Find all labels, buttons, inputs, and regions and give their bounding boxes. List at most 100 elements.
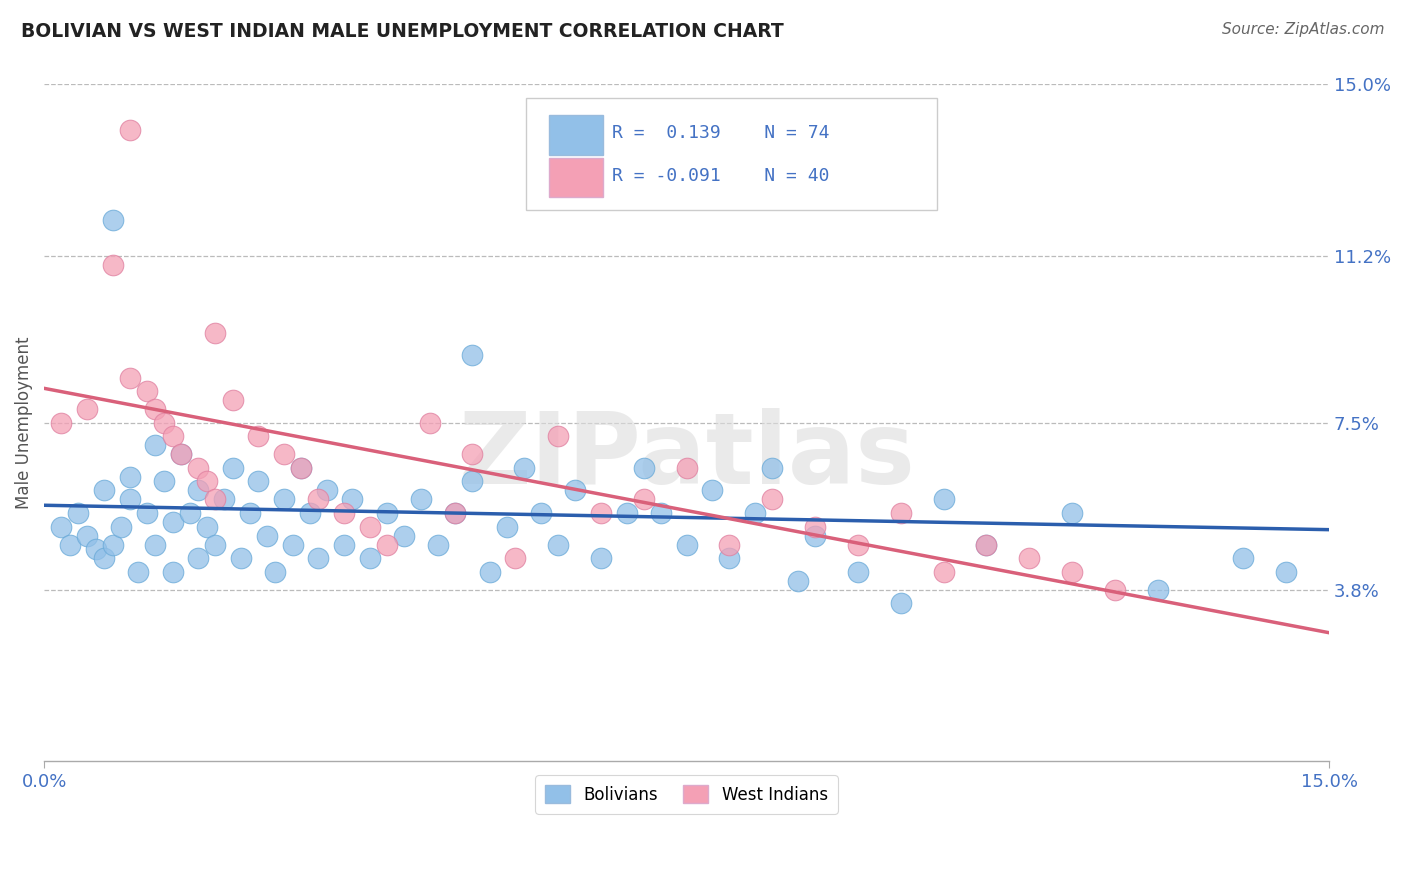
Point bbox=[67, 506, 90, 520]
Point bbox=[1104, 582, 1126, 597]
Point bbox=[135, 506, 157, 520]
Point bbox=[84, 542, 107, 557]
Point bbox=[307, 492, 329, 507]
Point bbox=[145, 438, 167, 452]
Point bbox=[247, 429, 270, 443]
Point bbox=[616, 506, 638, 520]
Point bbox=[846, 537, 869, 551]
Point bbox=[718, 537, 741, 551]
Point bbox=[846, 565, 869, 579]
Point bbox=[221, 393, 243, 408]
Point bbox=[135, 384, 157, 399]
Text: R = -0.091    N = 40: R = -0.091 N = 40 bbox=[612, 168, 830, 186]
Point bbox=[375, 506, 398, 520]
Point bbox=[589, 506, 612, 520]
Point bbox=[392, 528, 415, 542]
Point bbox=[76, 528, 98, 542]
Point bbox=[409, 492, 432, 507]
Point bbox=[804, 528, 827, 542]
Point bbox=[744, 506, 766, 520]
Point bbox=[333, 506, 356, 520]
Point bbox=[239, 506, 262, 520]
Point bbox=[153, 475, 176, 489]
Point bbox=[359, 519, 381, 533]
Point bbox=[976, 537, 998, 551]
Point bbox=[444, 506, 467, 520]
Point bbox=[1060, 565, 1083, 579]
Point bbox=[675, 537, 697, 551]
Point bbox=[290, 461, 312, 475]
Point bbox=[633, 492, 655, 507]
Point bbox=[787, 574, 810, 588]
Point bbox=[101, 537, 124, 551]
Point bbox=[890, 596, 912, 610]
Point bbox=[118, 370, 141, 384]
Point bbox=[375, 537, 398, 551]
Point bbox=[290, 461, 312, 475]
Point bbox=[162, 565, 184, 579]
Point bbox=[127, 565, 149, 579]
Point bbox=[1232, 551, 1254, 566]
Point bbox=[530, 506, 553, 520]
FancyBboxPatch shape bbox=[550, 115, 603, 155]
Point bbox=[264, 565, 287, 579]
Point bbox=[162, 429, 184, 443]
Point bbox=[187, 483, 209, 498]
Point bbox=[359, 551, 381, 566]
Point bbox=[1146, 582, 1168, 597]
Point bbox=[461, 348, 484, 362]
Point bbox=[170, 447, 193, 461]
Point bbox=[204, 492, 226, 507]
Point bbox=[976, 537, 998, 551]
FancyBboxPatch shape bbox=[526, 98, 938, 210]
Point bbox=[153, 416, 176, 430]
Point bbox=[145, 402, 167, 417]
Point bbox=[93, 483, 115, 498]
Point bbox=[564, 483, 586, 498]
Point bbox=[76, 402, 98, 417]
Point bbox=[315, 483, 337, 498]
Point bbox=[195, 475, 218, 489]
Point bbox=[1060, 506, 1083, 520]
Point bbox=[718, 551, 741, 566]
Point bbox=[281, 537, 304, 551]
Point bbox=[212, 492, 235, 507]
Point bbox=[478, 565, 501, 579]
Point bbox=[761, 461, 783, 475]
Point bbox=[702, 483, 724, 498]
Point bbox=[101, 258, 124, 272]
Point bbox=[804, 519, 827, 533]
Point bbox=[51, 416, 73, 430]
Text: BOLIVIAN VS WEST INDIAN MALE UNEMPLOYMENT CORRELATION CHART: BOLIVIAN VS WEST INDIAN MALE UNEMPLOYMEN… bbox=[21, 22, 783, 41]
Point bbox=[932, 565, 955, 579]
Point bbox=[547, 429, 569, 443]
Point bbox=[118, 122, 141, 136]
Point bbox=[221, 461, 243, 475]
Legend: Bolivians, West Indians: Bolivians, West Indians bbox=[536, 775, 838, 814]
Point bbox=[195, 519, 218, 533]
Point bbox=[333, 537, 356, 551]
Point bbox=[118, 470, 141, 484]
Point bbox=[187, 461, 209, 475]
Point bbox=[59, 537, 82, 551]
Point bbox=[256, 528, 278, 542]
Point bbox=[589, 551, 612, 566]
Point bbox=[179, 506, 201, 520]
Point bbox=[890, 506, 912, 520]
Point bbox=[273, 492, 295, 507]
Point bbox=[162, 515, 184, 529]
Point bbox=[273, 447, 295, 461]
Point bbox=[1018, 551, 1040, 566]
Y-axis label: Male Unemployment: Male Unemployment bbox=[15, 336, 32, 509]
Point bbox=[110, 519, 132, 533]
Point bbox=[170, 447, 193, 461]
Point bbox=[101, 212, 124, 227]
Point bbox=[461, 447, 484, 461]
Point bbox=[503, 551, 526, 566]
Point bbox=[118, 492, 141, 507]
Point bbox=[513, 461, 536, 475]
Point bbox=[547, 537, 569, 551]
Point bbox=[145, 537, 167, 551]
Point bbox=[1275, 565, 1298, 579]
Point bbox=[427, 537, 450, 551]
